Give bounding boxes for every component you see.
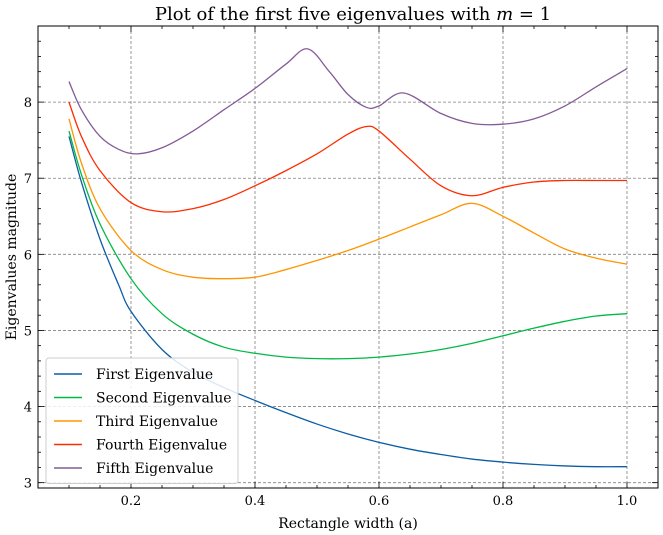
axis-tick-labels: 0.2 0.4 0.6 0.8 1.0 3 4 5 6 7 8 — [24, 96, 638, 509]
series-line-4 — [68, 101, 627, 213]
x-tick-label: 0.6 — [369, 494, 390, 509]
grid-lines — [38, 26, 658, 488]
series-layer — [68, 48, 628, 468]
legend-label: Third Eigenvalue — [96, 414, 218, 430]
legend-label: First Eigenvalue — [96, 367, 213, 383]
legend-label: Fifth Eigenvalue — [96, 461, 213, 477]
x-tick-label: 1.0 — [617, 494, 638, 509]
x-tick-label: 0.2 — [121, 494, 142, 509]
chart-title-math-rest: = 1 — [513, 4, 551, 25]
legend: First Eigenvalue Second Eigenvalue Third E… — [45, 357, 239, 484]
y-tick-label: 6 — [24, 248, 32, 263]
y-tick-label: 4 — [24, 401, 32, 416]
chart-title-math-variable: m — [496, 4, 513, 25]
series-line-1 — [68, 136, 628, 468]
legend-box — [45, 357, 239, 484]
y-tick-label: 7 — [24, 172, 32, 187]
series-line-3 — [68, 118, 628, 280]
y-tick-label: 8 — [24, 96, 32, 111]
series-line-2 — [68, 130, 628, 360]
y-tick-label: 3 — [24, 477, 32, 492]
legend-label: Fourth Eigenvalue — [96, 438, 227, 454]
x-axis-label: Rectangle width (a) — [278, 516, 418, 532]
series-line-5 — [68, 48, 628, 155]
axis-ticks — [37, 26, 659, 488]
chart-title-text: Plot of the first five eigenvalues with — [155, 4, 496, 25]
x-tick-label: 0.4 — [245, 494, 266, 509]
x-tick-label: 0.8 — [493, 494, 514, 509]
y-axis-label: Eigenvalues magnitude — [4, 174, 20, 341]
legend-label: Second Eigenvalue — [96, 391, 232, 407]
chart-title: Plot of the first five eigenvalues with … — [155, 4, 551, 25]
y-tick-label: 5 — [24, 324, 32, 339]
